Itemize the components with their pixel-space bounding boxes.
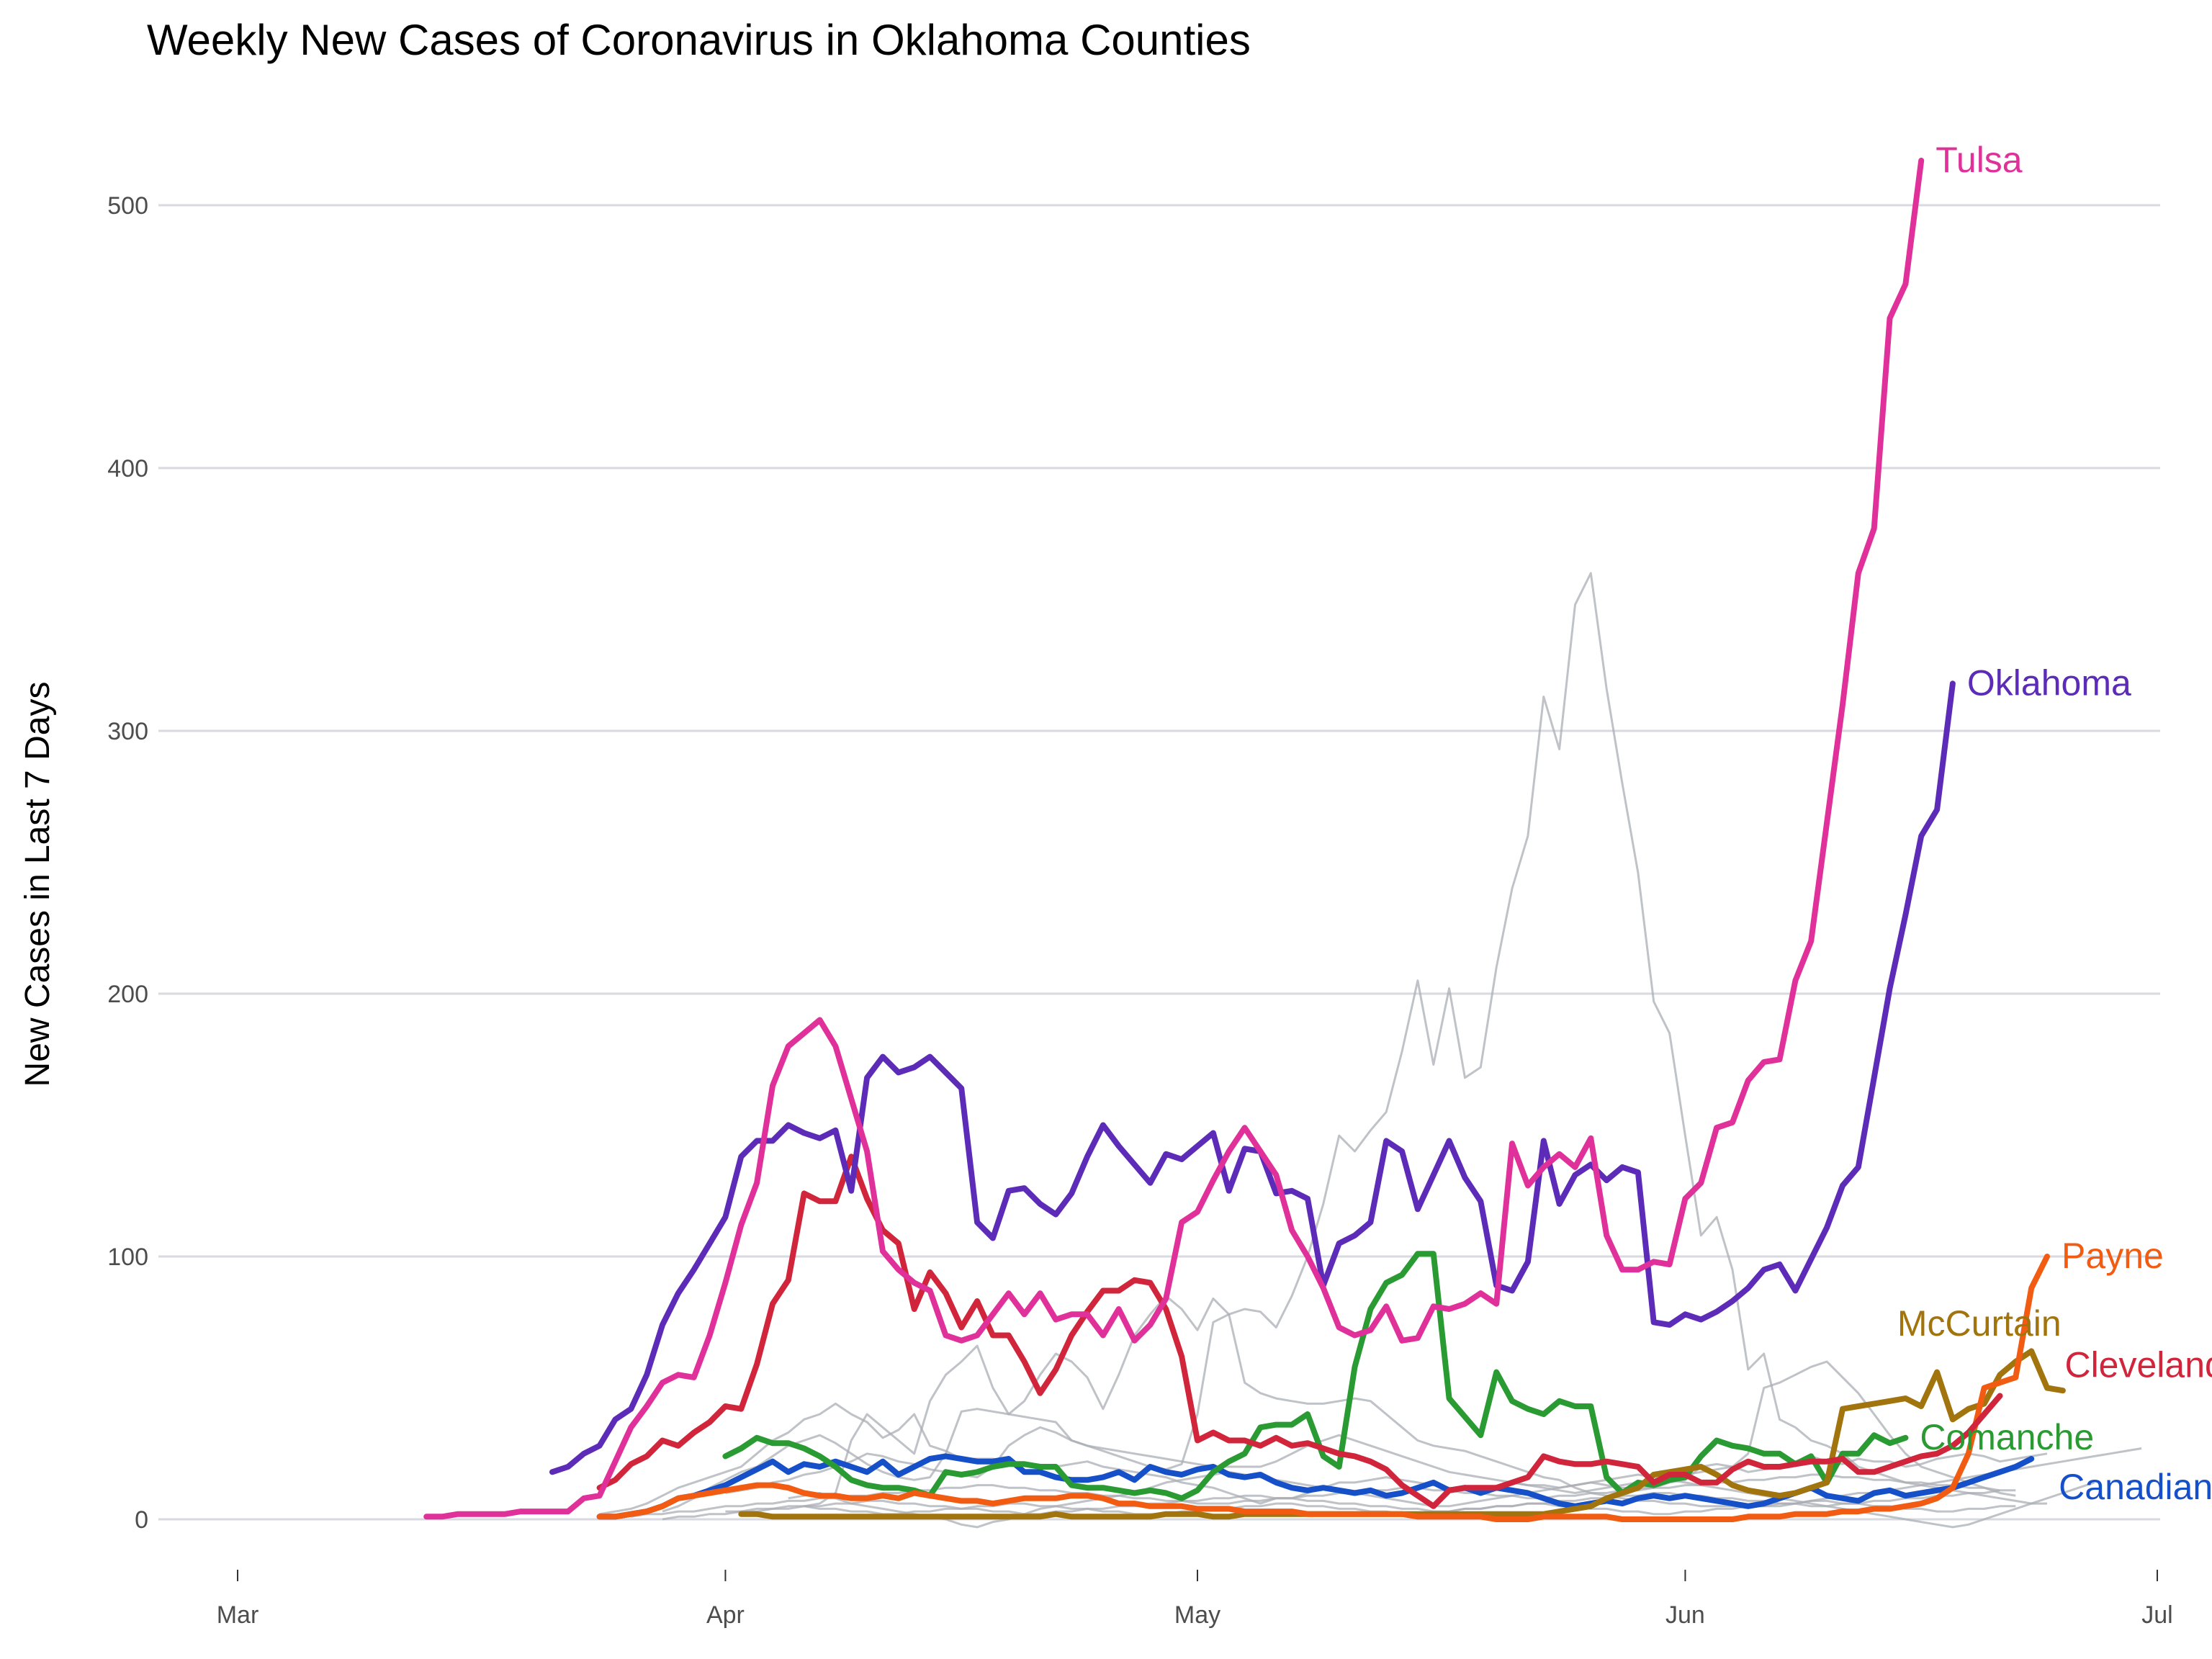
series-label-comanche: Comanche (1920, 1417, 2094, 1457)
series-line-tulsa (423, 158, 1925, 1520)
series-line-cleveland (596, 1154, 2003, 1509)
y-tick-label: 300 (107, 718, 148, 745)
x-tick-label: Apr (706, 1601, 745, 1629)
y-tick-label: 100 (107, 1244, 148, 1271)
y-axis-label: New Cases in Last 7 Days (19, 682, 57, 1087)
y-tick-label: 400 (107, 455, 148, 482)
x-tick-label: Mar (217, 1601, 259, 1629)
background-county-lines (599, 572, 2142, 1529)
series-label-tulsa: Tulsa (1936, 140, 2023, 180)
chart-title: Weekly New Cases of Coronavirus in Oklah… (147, 16, 1251, 64)
series-label-oklahoma: Oklahoma (1967, 662, 2131, 703)
x-tick-label: Jul (2141, 1601, 2172, 1629)
y-tick-label: 500 (107, 192, 148, 220)
x-tick-label: May (1174, 1601, 1220, 1629)
series-label-canadian: Canadian (2059, 1467, 2212, 1507)
highlighted-county-lines (423, 158, 2066, 1522)
background-county-line (725, 572, 2047, 1505)
series-label-payne: Payne (2062, 1236, 2164, 1276)
y-axis-ticks: 0 100 200 300 400 500 (107, 192, 148, 1534)
background-county-line (788, 1470, 2095, 1529)
series-label-mccurtain: McCurtain (1897, 1303, 2062, 1344)
x-axis-ticks: Mar Apr May Jun Jul (217, 1570, 2173, 1629)
series-label-cleveland: Cleveland (2064, 1344, 2212, 1385)
y-tick-label: 0 (135, 1506, 148, 1534)
background-county-line (804, 1295, 2142, 1508)
y-tick-label: 200 (107, 981, 148, 1008)
series-line-payne (596, 1254, 2050, 1522)
series-line-oklahoma (549, 680, 1956, 1475)
background-county-line (662, 1360, 2016, 1513)
gridlines (158, 204, 2160, 1521)
x-tick-label: Jun (1665, 1601, 1705, 1629)
